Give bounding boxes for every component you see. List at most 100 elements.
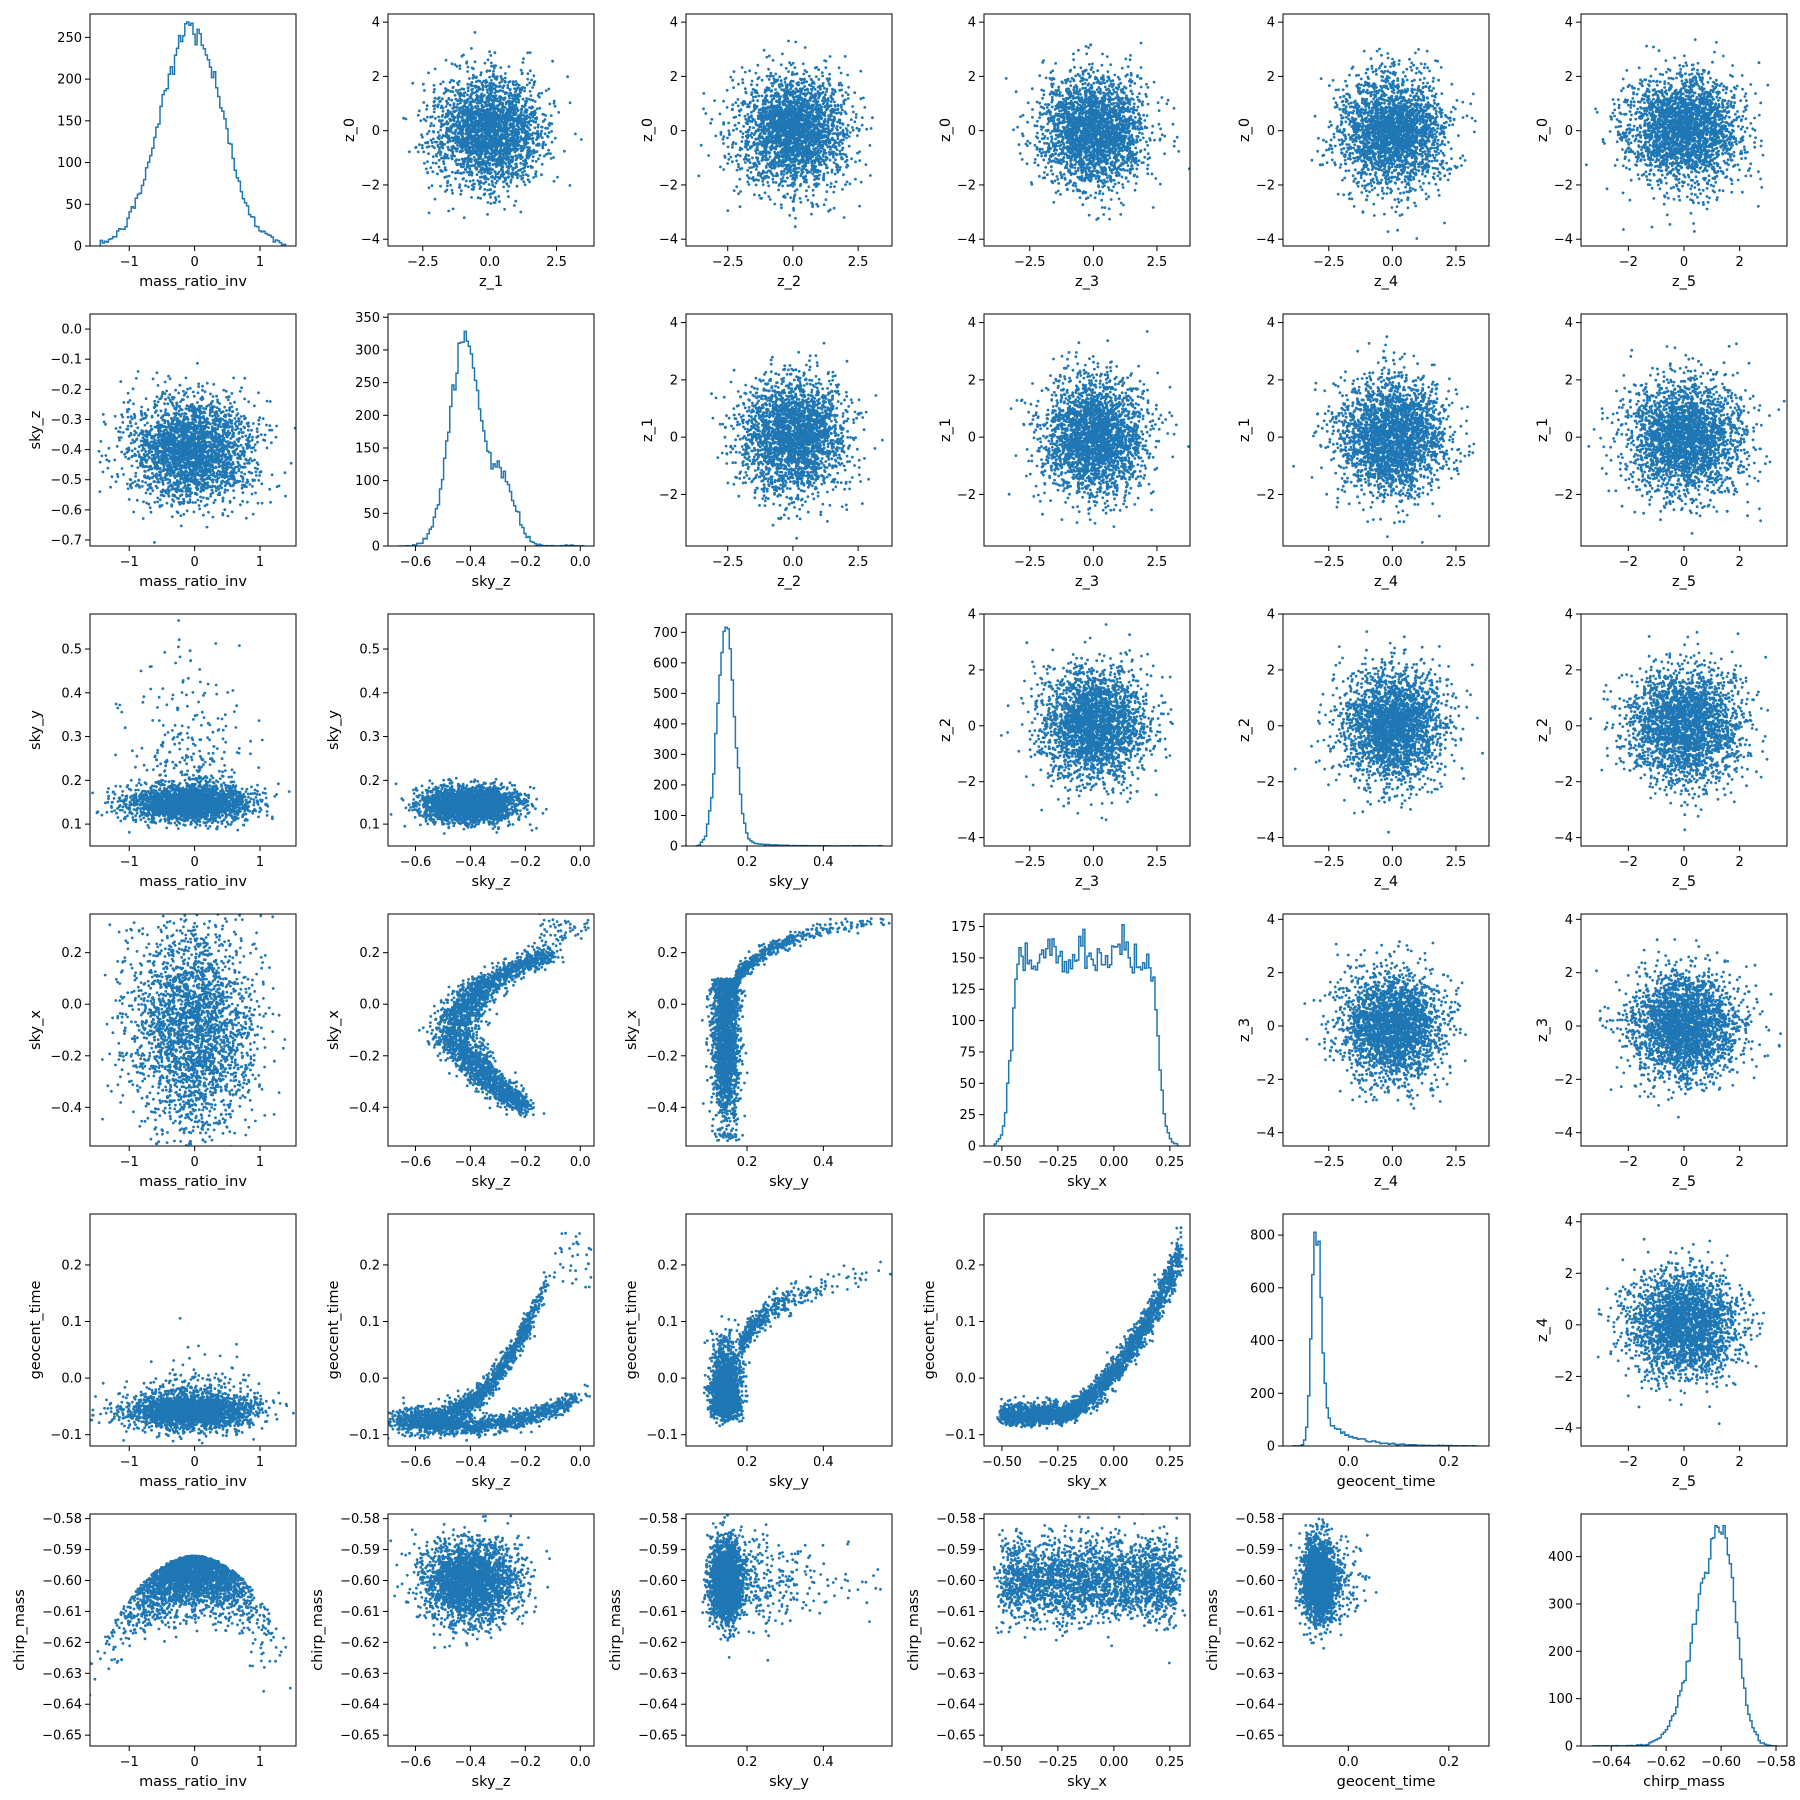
scatter-point [766,75,769,78]
scatter-point [841,84,844,87]
scatter-point [759,175,762,178]
scatter-point [778,98,781,101]
scatter-point [746,174,749,177]
scatter-point [842,173,845,176]
scatter-point [768,89,771,92]
scatter-point [417,114,420,117]
scatter-point [452,208,455,211]
scatter-point [834,158,837,161]
scatter-point [802,93,805,96]
scatter-point [772,181,775,184]
scatter-point [859,70,862,73]
scatter-point [425,108,428,111]
scatter-point [824,66,827,69]
scatter-point [805,157,808,160]
scatter-point [470,160,473,163]
scatter-point [445,88,448,91]
y-tick-label: −2 [361,178,380,193]
scatter-point [485,96,488,99]
scatter-point [547,136,550,139]
scatter-point [489,108,492,111]
scatter-point [512,106,515,109]
scatter-point [756,99,759,102]
scatter-point [494,201,497,204]
scatter-point [519,175,522,178]
scatter-point [845,91,848,94]
scatter-point [507,147,510,150]
scatter-point [833,118,836,121]
scatter-point [830,100,833,103]
scatter-point [461,172,464,175]
scatter-point [837,171,840,174]
scatter-point [462,123,465,126]
scatter-point [823,119,826,122]
scatter-point [452,110,455,113]
scatter-point [733,70,736,73]
scatter-point [852,111,855,114]
scatter-point [504,130,507,133]
scatter-point [432,131,435,134]
scatter-point [510,161,513,164]
scatter-point [765,142,768,145]
scatter-point [465,180,468,183]
scatter-point [470,108,473,111]
scatter-point [810,213,813,216]
scatter-point [451,113,454,116]
scatter-point [496,118,499,121]
scatter-point [731,160,734,163]
scatter-point [781,185,784,188]
scatter-point [488,76,491,79]
scatter-point [441,97,444,100]
scatter-point [502,186,505,189]
scatter-point [515,163,518,166]
scatter-point [737,83,740,86]
scatter-point [449,184,452,187]
scatter-point [483,188,486,191]
scatter-point [550,114,553,117]
scatter-point [479,197,482,200]
scatter-point [771,142,774,145]
scatter-point [432,138,435,141]
scatter-point [474,105,477,108]
scatter-point [518,84,521,87]
scatter-point [745,146,748,149]
scatter-point [535,170,538,173]
scatter-point [869,174,872,177]
scatter-point [783,96,786,99]
scatter-point [742,132,745,135]
scatter-point [446,141,449,144]
scatter-point [785,158,788,161]
scatter-point [453,133,456,136]
scatter-point [489,142,492,145]
scatter-point [478,102,481,105]
scatter-point [748,166,751,169]
scatter-point [509,80,512,83]
scatter-point [745,91,748,94]
scatter-point [488,130,491,133]
scatter-point [480,172,483,175]
scatter-point [763,171,766,174]
scatter-point [453,155,456,158]
scatter-point [807,185,810,188]
scatter-point [740,140,743,143]
scatter-point [764,103,767,106]
scatter-point [481,84,484,87]
scatter-point [525,162,528,165]
scatter-point [741,136,744,139]
scatter-point [530,165,533,168]
scatter-point [765,130,768,133]
scatter-point [850,118,853,121]
scatter-point [772,175,775,178]
scatter-point [454,123,457,126]
scatter-point [487,201,490,204]
scatter-point [795,137,798,140]
scatter-point [440,136,443,139]
scatter-point [836,108,839,111]
scatter-point [486,213,489,216]
scatter-point [818,143,821,146]
scatter-point [505,103,508,106]
scatter-point [726,162,729,165]
scatter-point [483,112,486,115]
scatter-point [489,196,492,199]
scatter-point [744,115,747,118]
